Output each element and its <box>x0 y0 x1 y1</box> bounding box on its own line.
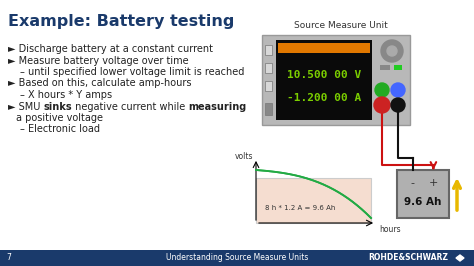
Bar <box>262 35 410 125</box>
Text: – X hours * Y amps: – X hours * Y amps <box>20 90 112 100</box>
Bar <box>0 250 474 266</box>
Text: hours: hours <box>379 225 401 234</box>
Text: ► SMU: ► SMU <box>8 102 44 111</box>
Text: 10.500 00 V: 10.500 00 V <box>287 70 361 80</box>
Bar <box>397 170 449 218</box>
Text: ROHDE&SCHWARZ: ROHDE&SCHWARZ <box>368 253 448 263</box>
Text: Source Measure Unit: Source Measure Unit <box>294 21 388 30</box>
Circle shape <box>387 46 397 56</box>
Bar <box>265 81 272 91</box>
Bar <box>394 65 402 70</box>
Bar <box>265 63 272 73</box>
Circle shape <box>381 40 403 62</box>
Circle shape <box>375 83 389 97</box>
Text: +: + <box>428 178 438 188</box>
Bar <box>265 45 272 55</box>
Bar <box>256 178 371 223</box>
Circle shape <box>391 83 405 97</box>
Text: – Electronic load: – Electronic load <box>20 124 100 135</box>
Bar <box>278 43 370 53</box>
Circle shape <box>391 98 405 112</box>
Text: ► Based on this, calculate amp-hours: ► Based on this, calculate amp-hours <box>8 78 191 89</box>
Circle shape <box>374 97 390 113</box>
Text: a positive voltage: a positive voltage <box>16 113 103 123</box>
Text: 7: 7 <box>6 253 11 263</box>
Text: measuring: measuring <box>189 102 247 111</box>
Bar <box>276 40 372 120</box>
Text: 8 h * 1.2 A = 9.6 Ah: 8 h * 1.2 A = 9.6 Ah <box>264 205 335 211</box>
Text: -1.200 00 A: -1.200 00 A <box>287 93 361 103</box>
Text: ► Discharge battery at a constant current: ► Discharge battery at a constant curren… <box>8 44 213 54</box>
Text: negative current while: negative current while <box>72 102 189 111</box>
Text: Understanding Source Measure Units: Understanding Source Measure Units <box>166 253 308 263</box>
Text: sinks: sinks <box>44 102 72 111</box>
Bar <box>265 103 272 115</box>
Polygon shape <box>456 255 464 261</box>
Text: – until specified lower voltage limit is reached: – until specified lower voltage limit is… <box>20 67 245 77</box>
Text: -: - <box>410 178 415 188</box>
Bar <box>380 65 390 70</box>
Text: Example: Battery testing: Example: Battery testing <box>8 14 234 29</box>
Text: ► Measure battery voltage over time: ► Measure battery voltage over time <box>8 56 189 65</box>
Text: volts: volts <box>235 152 253 161</box>
Text: 9.6 Ah: 9.6 Ah <box>404 197 442 207</box>
